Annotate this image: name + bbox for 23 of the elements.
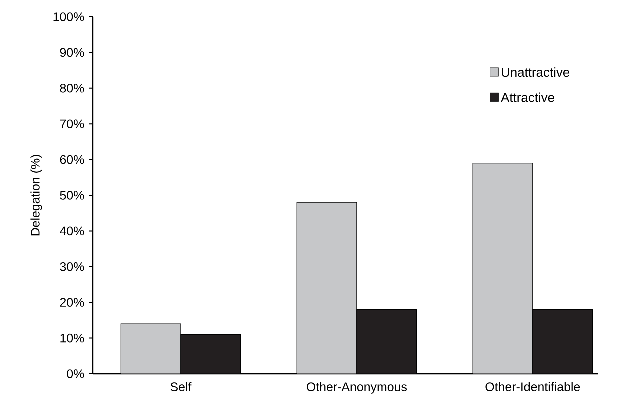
bar <box>180 334 242 374</box>
x-tick-label: Other-Identifiable <box>486 382 580 392</box>
bar <box>532 309 594 374</box>
legend-label: Unattractive <box>502 68 570 78</box>
x-tick-label: Other-Anonymous <box>307 382 408 394</box>
bar <box>356 309 418 374</box>
y-tick-label: 10% <box>60 334 84 343</box>
y-tick-label: 20% <box>60 298 84 308</box>
bar <box>472 163 534 374</box>
legend-label: Attractive <box>501 92 554 102</box>
y-tick-label: 60% <box>60 155 84 164</box>
bar <box>120 324 182 374</box>
y-tick-label: 40% <box>60 226 84 236</box>
y-tick-label: 0% <box>67 370 84 378</box>
y-axis-title: Delegation (%) <box>30 155 42 236</box>
x-tick-label: Self <box>170 382 192 392</box>
y-tick-label: 50% <box>60 191 84 200</box>
y-tick-label: 30% <box>60 262 84 272</box>
y-tick-label: 80% <box>60 84 84 93</box>
bar <box>296 202 358 374</box>
y-tick-label: 90% <box>60 48 84 58</box>
y-tick-label: 70% <box>60 120 84 129</box>
y-tick-label: 100% <box>54 12 84 22</box>
